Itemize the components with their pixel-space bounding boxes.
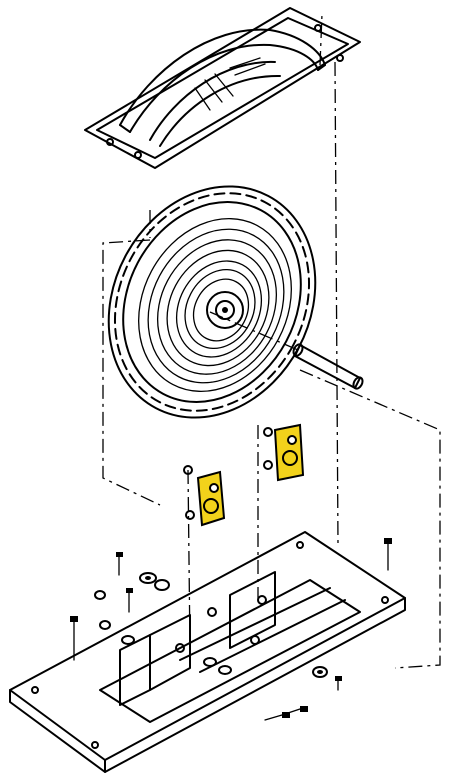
washer-icon xyxy=(203,657,217,667)
wheel-hub xyxy=(206,291,244,329)
washer-icon xyxy=(154,579,170,591)
spiral-windings xyxy=(138,217,292,393)
washer-icon xyxy=(312,666,328,678)
screw-icon xyxy=(264,712,290,721)
washer-icon xyxy=(121,635,135,645)
cover-housing xyxy=(84,7,361,169)
screw-icon xyxy=(335,676,342,691)
screws xyxy=(70,538,392,721)
screw-icon xyxy=(116,552,123,576)
screw-icon xyxy=(70,616,78,661)
washer-icon xyxy=(139,572,157,584)
left-bracket xyxy=(183,465,226,527)
wheel-teeth xyxy=(113,192,311,412)
screw-icon xyxy=(384,538,392,571)
base-plate xyxy=(9,531,406,773)
washer-icon xyxy=(99,620,111,630)
right-bracket xyxy=(263,423,305,482)
washers xyxy=(94,572,328,678)
axle-pin xyxy=(292,343,364,390)
leader-lines xyxy=(102,13,441,669)
washer-icon xyxy=(218,665,232,675)
washer-icon xyxy=(94,590,106,600)
spiral-coil-wheel xyxy=(107,185,317,419)
screw-icon xyxy=(126,588,133,613)
